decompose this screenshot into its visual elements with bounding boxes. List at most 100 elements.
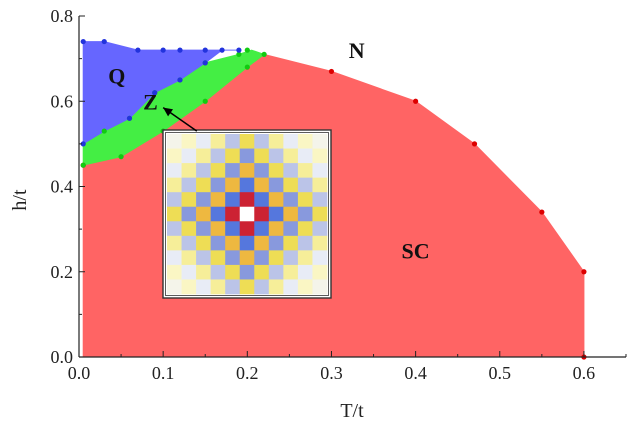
point-q-0 xyxy=(80,141,86,147)
inset-cell xyxy=(254,235,270,251)
point-z-6 xyxy=(244,47,250,53)
inset-cell xyxy=(210,250,226,266)
inset-cell xyxy=(167,264,182,280)
inset-cell xyxy=(297,279,313,295)
inset-cell xyxy=(196,264,211,280)
inset-cell xyxy=(312,279,328,295)
point-q-7 xyxy=(219,47,225,53)
inset-cell xyxy=(297,148,313,164)
inset-cell xyxy=(283,206,299,222)
inset-cell xyxy=(167,148,182,164)
inset-cell xyxy=(254,192,270,208)
point-z-0 xyxy=(80,162,86,168)
inset-cell xyxy=(167,221,182,237)
inset-cell xyxy=(181,235,197,251)
region-label-q: Q xyxy=(108,64,125,89)
inset-cell xyxy=(283,264,299,280)
point-z-4 xyxy=(244,64,250,70)
inset-cell xyxy=(297,192,313,208)
inset-cell xyxy=(268,148,284,164)
inset-cell xyxy=(196,279,211,295)
y-tick-label-3: 0.6 xyxy=(51,91,74,111)
point-sc-5 xyxy=(581,269,587,275)
point-sc-1 xyxy=(328,68,335,75)
inset-cell xyxy=(297,177,313,193)
inset-cell xyxy=(210,221,226,237)
inset-cell xyxy=(239,279,255,295)
inset-cell xyxy=(167,163,182,178)
region-label-z: Z xyxy=(143,89,158,114)
inset-cell xyxy=(268,134,284,149)
point-q-3 xyxy=(135,47,141,53)
inset-cell xyxy=(297,250,313,266)
inset-cell xyxy=(210,206,226,222)
point-q-6 xyxy=(202,47,208,53)
point-sc-3 xyxy=(471,141,478,147)
inset-cell xyxy=(181,148,197,164)
inset-cell xyxy=(254,206,270,222)
inset-cell xyxy=(196,206,211,222)
y-tick-label-2: 0.4 xyxy=(51,177,74,197)
inset-cell xyxy=(181,279,197,295)
inset-cell xyxy=(196,235,211,251)
inset-cell xyxy=(239,264,255,280)
inset-cell xyxy=(225,250,241,266)
inset-cell xyxy=(312,163,328,178)
inset-cell xyxy=(167,192,182,208)
inset-cell xyxy=(297,264,313,280)
inset-cell xyxy=(181,163,197,178)
inset-cell xyxy=(283,192,299,208)
inset-cell xyxy=(225,206,241,222)
point-q-10 xyxy=(202,60,208,66)
inset-cell xyxy=(268,221,284,237)
inset-cell xyxy=(167,250,182,266)
point-sc-4 xyxy=(539,209,545,215)
inset-cell xyxy=(196,148,211,164)
inset-cell xyxy=(239,192,255,208)
region-label-n: N xyxy=(349,38,365,63)
inset-cell xyxy=(254,250,270,266)
point-q-2 xyxy=(101,38,107,45)
inset-cell xyxy=(239,177,255,193)
x-tick-label-4: 0.4 xyxy=(404,363,427,383)
inset-cell xyxy=(239,235,255,251)
x-axis-title: T/t xyxy=(340,400,364,422)
y-tick-label-1: 0.2 xyxy=(51,262,74,282)
inset-cell xyxy=(167,279,182,295)
point-q-4 xyxy=(160,47,166,53)
inset-cell xyxy=(297,163,313,178)
inset-inner-frame xyxy=(165,132,329,296)
inset-cell xyxy=(239,250,255,266)
arrow-head xyxy=(163,107,174,117)
inset-cell xyxy=(283,235,299,251)
x-tick-label-5: 0.5 xyxy=(489,363,512,383)
inset-cell xyxy=(312,235,328,251)
inset-cell xyxy=(210,134,226,149)
inset-cell xyxy=(196,163,211,178)
points-layer xyxy=(80,38,587,360)
inset-cell xyxy=(239,134,255,149)
point-sc-2 xyxy=(413,98,419,104)
inset-cell xyxy=(254,148,270,164)
inset-cell xyxy=(239,163,255,178)
inset-cell xyxy=(210,264,226,280)
inset-cell xyxy=(283,134,299,149)
inset-cell xyxy=(225,279,241,295)
inset-cell xyxy=(225,148,241,164)
inset-cell xyxy=(312,221,328,237)
inset-cell xyxy=(181,264,197,280)
inset-cell xyxy=(268,192,284,208)
inset-cell xyxy=(225,235,241,251)
inset-cell xyxy=(225,221,241,237)
inset-cell xyxy=(283,221,299,237)
x-tick-label-0: 0.0 xyxy=(68,363,91,383)
inset-cell xyxy=(210,192,226,208)
inset-cell xyxy=(312,264,328,280)
y-tick-label-4: 0.8 xyxy=(51,6,74,26)
region-label-sc: SC xyxy=(402,238,430,263)
point-z-5 xyxy=(261,51,267,57)
inset-cell xyxy=(225,177,241,193)
inset-cell xyxy=(210,148,226,164)
inset-cell xyxy=(297,221,313,237)
